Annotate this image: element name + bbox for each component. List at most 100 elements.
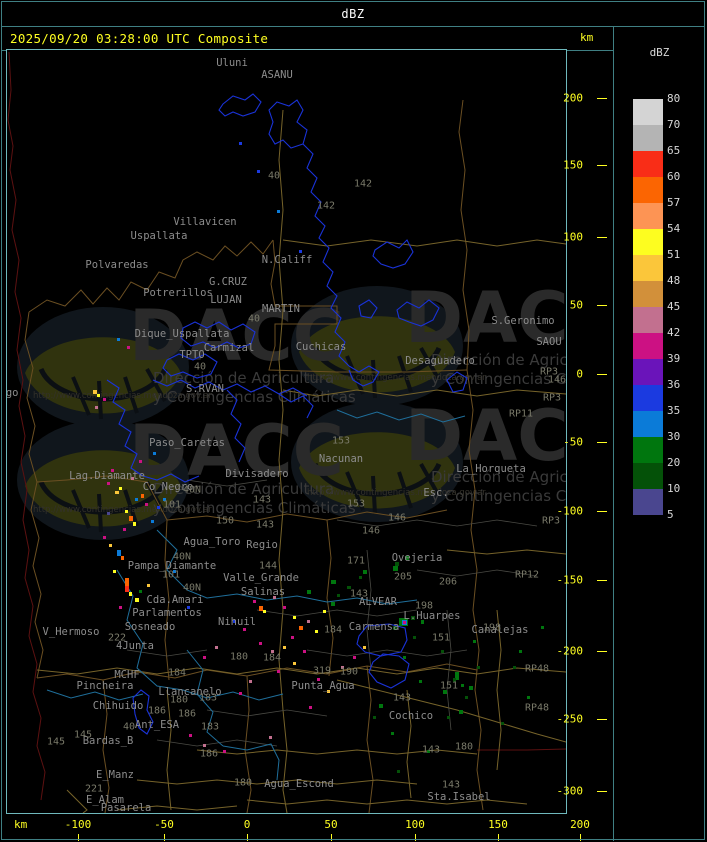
map-place-label: Sosneado — [124, 621, 176, 633]
map-route-label: 143 — [255, 519, 275, 531]
x-axis-tick-label: -50 — [154, 818, 174, 831]
map-route-label: 40 — [267, 170, 281, 182]
colorbar-band-1 — [633, 125, 663, 151]
y-axis-tick-mark — [597, 237, 607, 238]
map-route-label: 40 — [247, 313, 261, 325]
svg-text:http://www.contingencias.mendo: http://www.contingencias.mendoza.gov.ar — [33, 505, 212, 515]
map-route-label: RP3 — [541, 515, 561, 527]
map-route-label: 186 — [177, 708, 197, 720]
x-axis-tick-mark — [164, 834, 165, 841]
colorbar-tick: 42 — [667, 326, 681, 339]
map-route-label: 221 — [84, 783, 104, 795]
window-title-bar: dBZ — [2, 2, 704, 26]
map-place-label: Pincheira — [76, 680, 134, 692]
y-axis-tick-mark — [597, 511, 607, 512]
map-place-label: Uspallata — [130, 230, 188, 242]
colorbar-band-5 — [633, 229, 663, 255]
y-axis-tick-label: 200 — [563, 91, 583, 105]
map-place-label: N.Califf — [261, 254, 313, 266]
svg-text:http://www.contingencias.mendo: http://www.contingencias.mendoza.gov.ar — [307, 488, 486, 498]
timestamp-label: 2025/09/20 03:28:00 UTC Composite — [10, 31, 269, 46]
map-route-label: 146 — [361, 525, 381, 537]
x-axis-tick-mark — [498, 834, 499, 841]
map-route-label: 143 — [252, 494, 272, 506]
map-place-label: Ovejeria — [391, 552, 443, 564]
colorbar-swatches[interactable] — [633, 99, 663, 515]
map-place-label: Cda.Amari — [146, 594, 204, 606]
map-plot-frame — [6, 49, 567, 814]
map-route-label: 40N — [172, 551, 192, 563]
svg-text:DACC: DACC — [405, 395, 566, 477]
x-axis-tick-label: 100 — [405, 818, 425, 831]
map-route-label: RP48 — [524, 702, 550, 714]
map-route-label: 180 — [454, 741, 474, 753]
y-axis-tick-label: 50 — [569, 298, 583, 312]
place-labels-layer: Uluni ASANU Villavicen Uspallata Polvaredas N… — [7, 50, 566, 813]
map-route-label: 171 — [346, 555, 366, 567]
map-place-label: Llancanelo — [158, 686, 222, 698]
map-place-label: Carmizal — [203, 342, 255, 354]
map-place-label: Sta.Isabel — [427, 791, 491, 803]
map-place-label: Desaguadero — [405, 355, 475, 367]
svg-text:Dirección de Agricultura: Dirección de Agricultura — [153, 369, 334, 387]
map-place-label: Valle_Grande — [223, 572, 299, 584]
map-route-label: 142 — [353, 178, 373, 190]
map-route-label: 198 — [482, 622, 502, 634]
map-place-label: ago — [7, 387, 19, 399]
y-axis-tick-label: -300 — [556, 784, 584, 798]
map-route-label: 151 — [431, 632, 451, 644]
map-route-label: 183 — [198, 692, 218, 704]
map-route-label: 222 — [107, 632, 127, 644]
map-place-label: Agua_Toro — [183, 536, 241, 548]
colorbar-band-0 — [633, 99, 663, 125]
svg-text:y Contingencias Climáticas: y Contingencias Climáticas — [153, 499, 356, 517]
radar-map-canvas[interactable]: DACC DACC DACC DACC Dirección de Agricul… — [7, 50, 566, 813]
map-route-label: RP3 — [539, 366, 559, 378]
y-axis-tick-mark — [597, 98, 607, 99]
map-route-label: 184 — [262, 652, 282, 664]
map-place-label: V_Hermoso — [42, 626, 100, 638]
map-place-label: Pasarela — [100, 802, 152, 813]
map-route-label: 319 — [312, 665, 332, 677]
map-route-label: 101 — [161, 569, 181, 581]
x-axis-tick-label: 200 — [570, 818, 590, 831]
map-route-label: 198 — [414, 600, 434, 612]
map-route-label: 40N — [182, 484, 202, 496]
map-route-label: 144 — [258, 560, 278, 572]
colorbar-tick: 5 — [667, 508, 674, 521]
map-route-label: 145 — [73, 729, 93, 741]
map-place-label: 4Junta — [116, 640, 154, 652]
svg-text:y Contingencias Climáticas: y Contingencias Climáticas — [431, 487, 566, 505]
map-place-label: Ant_ESA — [134, 719, 180, 731]
map-place-label: Uluni — [216, 57, 248, 69]
map-route-label: RP11 — [508, 408, 534, 420]
colorbar-tick: 30 — [667, 430, 681, 443]
y-axis-tick-mark — [597, 791, 607, 792]
dacc-watermark: DACC DACC DACC DACC Dirección de Agricul… — [7, 277, 566, 813]
y-axis-tick-mark — [597, 651, 607, 652]
svg-text:Dirección de Agricultura: Dirección de Agricultura — [431, 351, 566, 369]
map-route-label: 40N — [182, 582, 202, 594]
map-place-label: TPTO — [179, 349, 205, 361]
map-route-label: 146 — [547, 374, 566, 386]
page-title: dBZ — [341, 7, 365, 21]
x-axis-tick-label: 150 — [488, 818, 508, 831]
map-place-label: E_Alam — [86, 794, 124, 806]
map-place-label: Bardas_B — [82, 735, 134, 747]
colorbar-tick: 57 — [667, 196, 681, 209]
map-place-label: Canalejas — [471, 624, 529, 636]
map-place-label: Cuchicas — [295, 341, 347, 353]
y-axis-tick-label: -50 — [563, 435, 583, 449]
map-route-label: RP3 — [542, 392, 562, 404]
colorbar-band-11 — [633, 385, 663, 411]
map-route-label: 153 — [331, 435, 351, 447]
map-place-label: MCHF — [114, 669, 140, 681]
colorbar-tick: 39 — [667, 352, 681, 365]
map-route-label: 183 — [200, 721, 220, 733]
map-place-label: Agua_Escond — [264, 778, 334, 790]
colorbar-tick: 51 — [667, 248, 681, 261]
map-place-label: SAOU — [536, 336, 562, 348]
y-axis-tick-mark — [597, 580, 607, 581]
x-axis-tick-label: -100 — [64, 818, 92, 831]
colorbar-tick: 48 — [667, 274, 681, 287]
